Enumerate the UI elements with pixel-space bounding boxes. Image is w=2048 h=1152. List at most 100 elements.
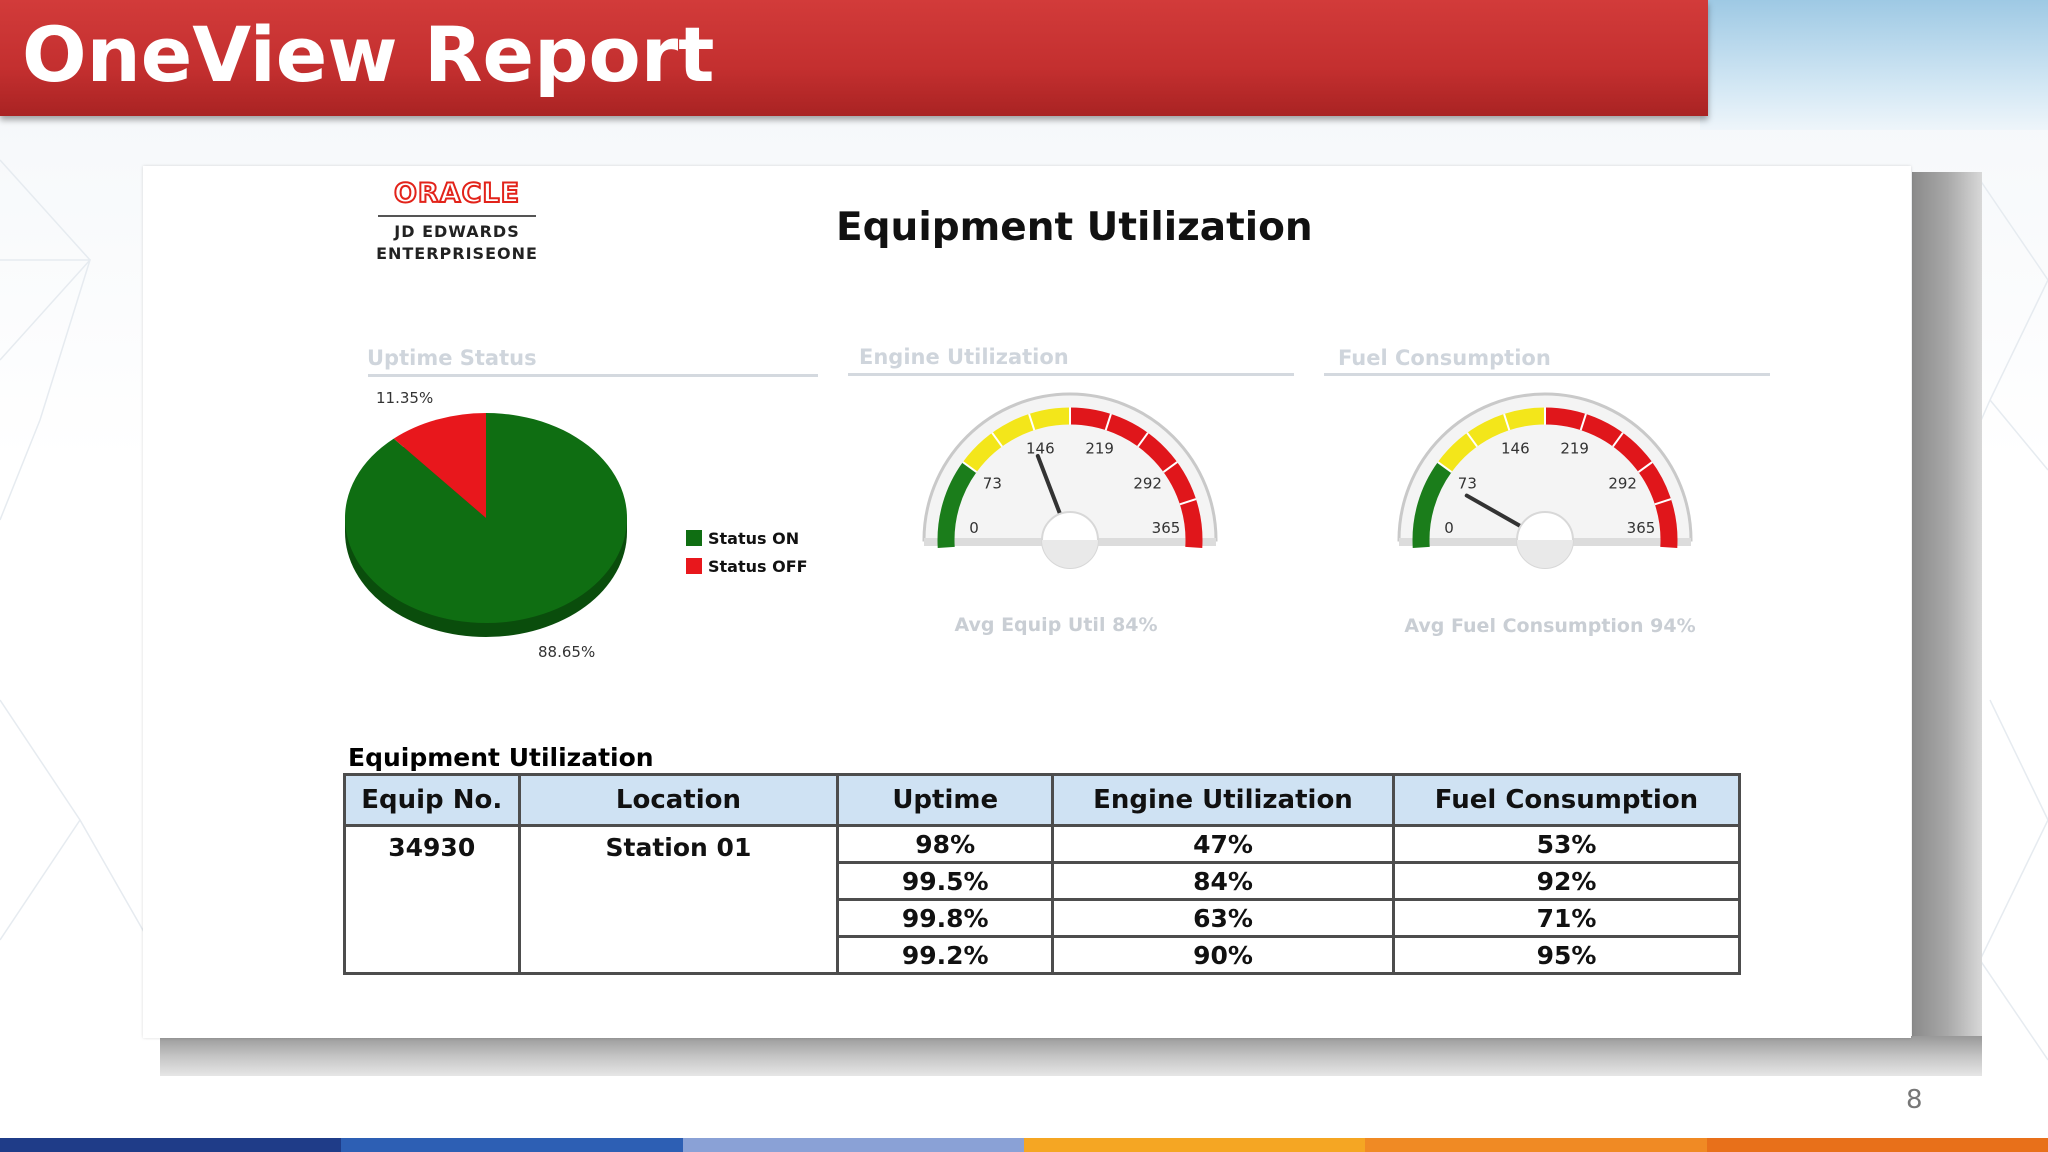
dashboard-title: Equipment Utilization <box>836 205 1313 250</box>
pie-slice-status-off <box>393 413 486 518</box>
pie-label-on: 88.65% <box>538 643 596 661</box>
table-row: 99.8% 63% 71% <box>345 898 1742 938</box>
legend-item-off: Status OFF <box>686 552 808 580</box>
gauge-tick-label: 0 <box>1444 519 1454 537</box>
cell-fuel: 53% <box>1391 824 1742 864</box>
cell-fuel: 95% <box>1391 935 1742 975</box>
equipment-utilization-table: Equip No. Location Uptime Engine Utiliza… <box>343 773 1742 975</box>
col-header-uptime: Uptime <box>836 773 1055 827</box>
title-bar: OneView Report <box>0 0 1708 116</box>
cell-fuel: 92% <box>1391 861 1742 901</box>
cell-uptime: 99.5% <box>836 861 1055 901</box>
bottom-bar-segment <box>682 1138 1024 1152</box>
uptime-status-title: Uptime Status <box>367 346 537 370</box>
table-row: 99.2% 90% 95% <box>345 935 1742 975</box>
fuel-consumption-title: Fuel Consumption <box>1338 346 1551 370</box>
gauge-band <box>1069 407 1203 548</box>
gauge-tick-label: 292 <box>1608 475 1637 493</box>
oracle-logo: ORACLE JD EDWARDS ENTERPRISEONE <box>376 177 538 268</box>
bottom-bar-segment <box>1706 1138 2048 1152</box>
gauge-band-divider <box>1162 461 1178 473</box>
gauge-band-divider <box>1503 413 1511 431</box>
cell-engine: 63% <box>1051 898 1395 938</box>
gauge-band-divider <box>1104 413 1112 431</box>
uptime-title-rule <box>368 374 818 377</box>
bottom-bar-segment <box>1365 1138 1707 1152</box>
table-row: 99.5% 84% 92% <box>345 861 1742 901</box>
gauge-band-divider <box>1637 461 1653 473</box>
engine-utilization-title: Engine Utilization <box>859 345 1069 369</box>
pie-legend: Status ON Status OFF <box>686 524 808 580</box>
gauge-band-divider <box>1612 432 1624 448</box>
engine-title-rule <box>848 373 1294 376</box>
gauge-band-divider <box>1654 498 1672 506</box>
gauge-band-divider <box>1579 413 1587 431</box>
cell-uptime: 98% <box>836 824 1055 864</box>
logo-line2: ENTERPRISEONE <box>376 244 538 263</box>
gauge-band <box>937 462 977 548</box>
panel-shadow-right <box>1912 172 1982 1040</box>
gauge-tick-label: 0 <box>969 519 979 537</box>
col-header-location: Location <box>517 773 840 827</box>
gauge-tick-label: 365 <box>1627 519 1656 537</box>
gauge-band <box>1544 407 1678 548</box>
cell-equip-no: 34930 <box>343 824 521 975</box>
sky-decoration <box>1700 0 2048 130</box>
panel-shadow-bottom <box>160 1036 1982 1076</box>
gauge-tick-label: 73 <box>1458 475 1477 493</box>
page-number: 8 <box>1906 1085 1923 1115</box>
legend-item-on: Status ON <box>686 524 808 552</box>
gauge-band <box>1412 462 1452 548</box>
slide-title: OneView Report <box>22 10 715 99</box>
gauge-tick-label: 219 <box>1085 440 1114 458</box>
bottom-bar-segment <box>1023 1138 1366 1152</box>
bottom-color-bar <box>0 1138 2048 1152</box>
gauge-band <box>1437 407 1545 473</box>
table-title: Equipment Utilization <box>348 743 654 772</box>
gauge-tick-label: 219 <box>1560 440 1589 458</box>
gauge-tick-label: 365 <box>1152 519 1181 537</box>
cell-engine: 84% <box>1051 861 1395 901</box>
gauge-tick-label: 73 <box>983 475 1002 493</box>
fuel-gauge-caption: Avg Fuel Consumption 94% <box>1404 615 1696 637</box>
gauge-hub-shade <box>1042 540 1098 568</box>
col-header-equip-no: Equip No. <box>343 773 521 827</box>
table-header-row: Equip No. Location Uptime Engine Utiliza… <box>343 773 1742 827</box>
gauge-band-divider <box>1179 498 1197 506</box>
fuel-consumption-gauge: 0 73 146 219 292 365 <box>1397 392 1693 569</box>
logo-divider <box>378 215 536 217</box>
table-row: 34930 Station 01 98% 47% 53% <box>343 824 1742 975</box>
legend-swatch-on <box>686 530 702 546</box>
uptime-pie-chart <box>345 413 627 637</box>
cell-engine: 47% <box>1051 824 1395 864</box>
gauge-band-divider <box>962 461 978 473</box>
col-header-fuel-consumption: Fuel Consumption <box>1391 773 1742 827</box>
cell-location: Station 01 <box>517 824 840 975</box>
pie-label-off: 11.35% <box>376 389 434 407</box>
gauge-band-divider <box>1466 432 1478 448</box>
fuel-title-rule <box>1324 373 1770 376</box>
cell-uptime: 99.2% <box>836 935 1055 975</box>
gauge-tick-label: 146 <box>1026 440 1055 458</box>
gauge-band-divider <box>1137 432 1149 448</box>
cell-fuel: 71% <box>1391 898 1742 938</box>
cell-uptime: 99.8% <box>836 898 1055 938</box>
gauge-band-divider <box>1028 413 1036 431</box>
gauge-band-divider <box>991 432 1003 448</box>
oracle-wordmark: ORACLE <box>393 177 521 210</box>
gauge-band <box>962 407 1070 473</box>
engine-utilization-gauge: 0 73 146 219 292 365 <box>922 392 1218 569</box>
bottom-bar-segment <box>0 1138 342 1152</box>
bottom-bar-segment <box>341 1138 683 1152</box>
legend-label-off: Status OFF <box>708 556 808 576</box>
engine-gauge-caption: Avg Equip Util 84% <box>954 614 1158 636</box>
col-header-engine-utilization: Engine Utilization <box>1051 773 1395 827</box>
gauge-hub-shade <box>1517 540 1573 568</box>
gauge-tick-label: 292 <box>1133 475 1162 493</box>
gauge-band-divider <box>1437 461 1453 473</box>
logo-line1: JD EDWARDS <box>394 222 520 241</box>
gauge-tick-label: 146 <box>1501 440 1530 458</box>
legend-swatch-off <box>686 558 702 574</box>
cell-engine: 90% <box>1051 935 1395 975</box>
legend-label-on: Status ON <box>708 528 800 548</box>
